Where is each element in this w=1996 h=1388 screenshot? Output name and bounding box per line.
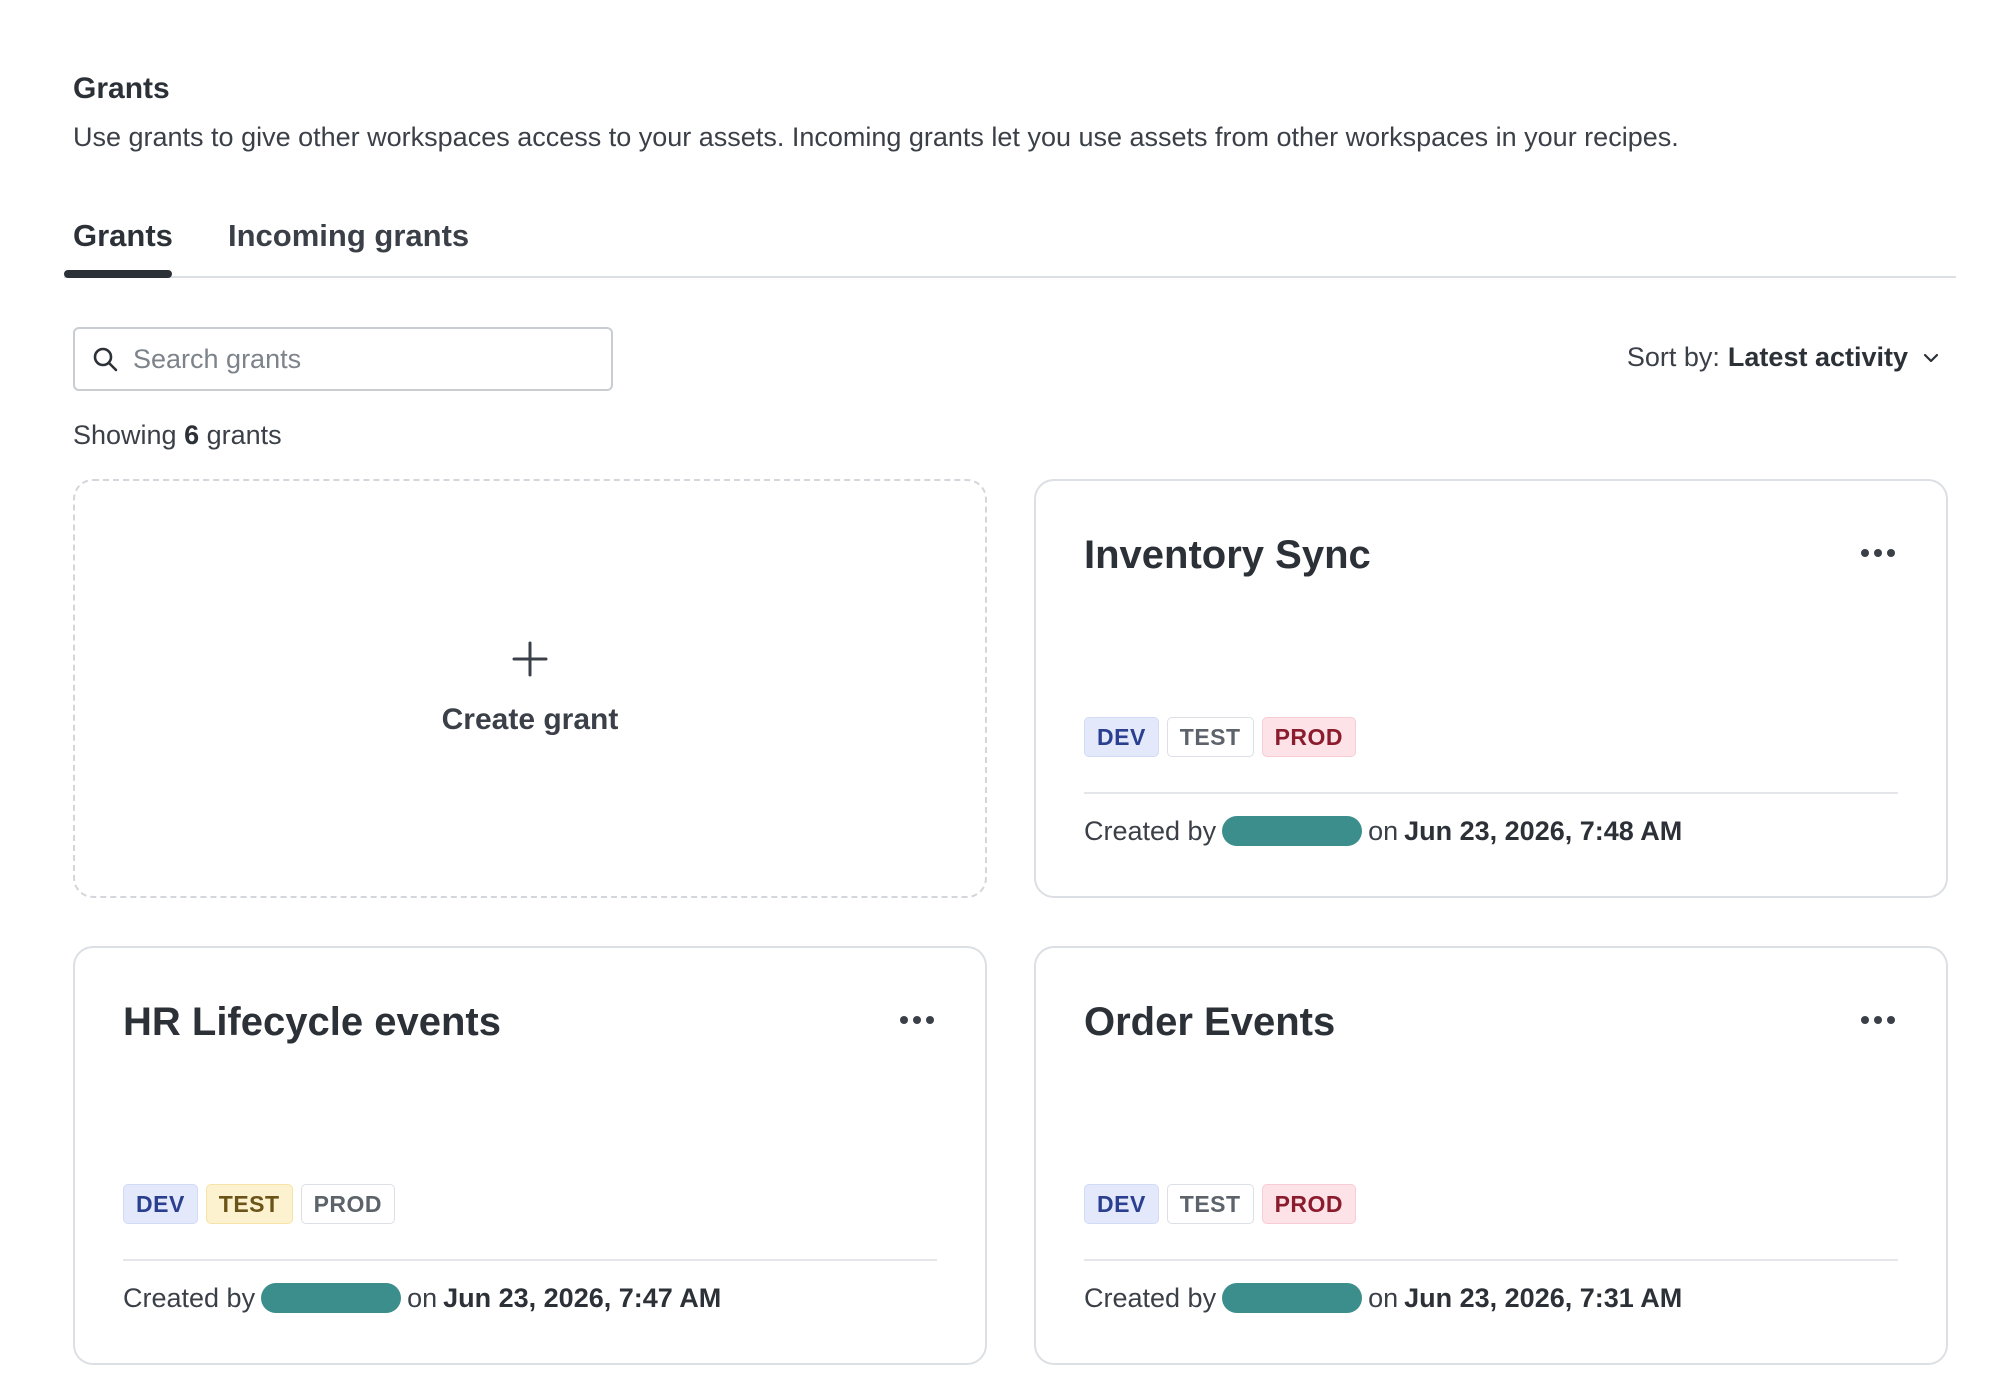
- divider: [1084, 792, 1898, 794]
- tab-incoming-grants[interactable]: Incoming grants: [228, 218, 470, 253]
- create-grant-label: Create grant: [441, 702, 619, 736]
- tag-prod: PROD: [1261, 717, 1357, 757]
- results-count: Showing 6 grants: [73, 420, 282, 450]
- sort-dropdown[interactable]: Sort by: Latest activity: [1627, 342, 1940, 373]
- tag-prod: PROD: [300, 1184, 396, 1224]
- chevron-down-icon: [1923, 353, 1939, 362]
- redacted-user: [1222, 1283, 1363, 1313]
- created-date: Jun 23, 2026, 7:48 AM: [1404, 815, 1683, 846]
- created-date: Jun 23, 2026, 7:47 AM: [443, 1282, 722, 1313]
- search-field[interactable]: [73, 327, 613, 391]
- page-description: Use grants to give other workspaces acce…: [73, 122, 1679, 152]
- grant-title: Order Events: [1084, 1000, 1336, 1044]
- tab-bar: Grants Incoming grants: [64, 210, 1956, 278]
- active-tab-indicator: [64, 270, 172, 278]
- grant-card[interactable]: Inventory Sync DEV TEST PROD Created by …: [1034, 479, 1948, 898]
- divider: [123, 1259, 937, 1261]
- search-icon: [93, 347, 118, 372]
- search-input[interactable]: [133, 329, 611, 389]
- tag-test: TEST: [205, 1184, 293, 1224]
- redacted-user: [261, 1283, 402, 1313]
- redacted-user: [1222, 816, 1363, 846]
- page-title: Grants: [73, 72, 170, 105]
- more-options-icon[interactable]: [1860, 547, 1896, 559]
- tag-dev: DEV: [1084, 1184, 1159, 1224]
- sort-value: Latest activity: [1727, 342, 1908, 372]
- grant-card[interactable]: HR Lifecycle events DEV TEST PROD Create…: [73, 946, 987, 1365]
- create-grant-card[interactable]: Create grant: [73, 479, 987, 898]
- environment-tags: DEV TEST PROD: [123, 1184, 396, 1224]
- divider: [1084, 1259, 1898, 1261]
- created-date: Jun 23, 2026, 7:31 AM: [1404, 1282, 1683, 1313]
- grant-title: HR Lifecycle events: [123, 1000, 501, 1044]
- environment-tags: DEV TEST PROD: [1084, 1184, 1357, 1224]
- tag-dev: DEV: [123, 1184, 198, 1224]
- more-options-icon[interactable]: [899, 1014, 935, 1026]
- created-info: Created by on Jun 23, 2026, 7:31 AM: [1084, 1282, 1683, 1313]
- tag-test: TEST: [1166, 717, 1254, 757]
- tag-dev: DEV: [1084, 717, 1159, 757]
- grant-title: Inventory Sync: [1084, 533, 1371, 577]
- tag-test: TEST: [1166, 1184, 1254, 1224]
- plus-icon: [512, 641, 548, 676]
- grant-card[interactable]: Order Events DEV TEST PROD Created by on…: [1034, 946, 1948, 1365]
- sort-label: Sort by:: [1626, 342, 1720, 372]
- more-options-icon[interactable]: [1860, 1014, 1896, 1026]
- tag-prod: PROD: [1261, 1184, 1357, 1224]
- created-info: Created by on Jun 23, 2026, 7:48 AM: [1084, 815, 1683, 846]
- environment-tags: DEV TEST PROD: [1084, 717, 1357, 757]
- tab-grants[interactable]: Grants: [73, 218, 173, 253]
- created-info: Created by on Jun 23, 2026, 7:47 AM: [123, 1282, 722, 1313]
